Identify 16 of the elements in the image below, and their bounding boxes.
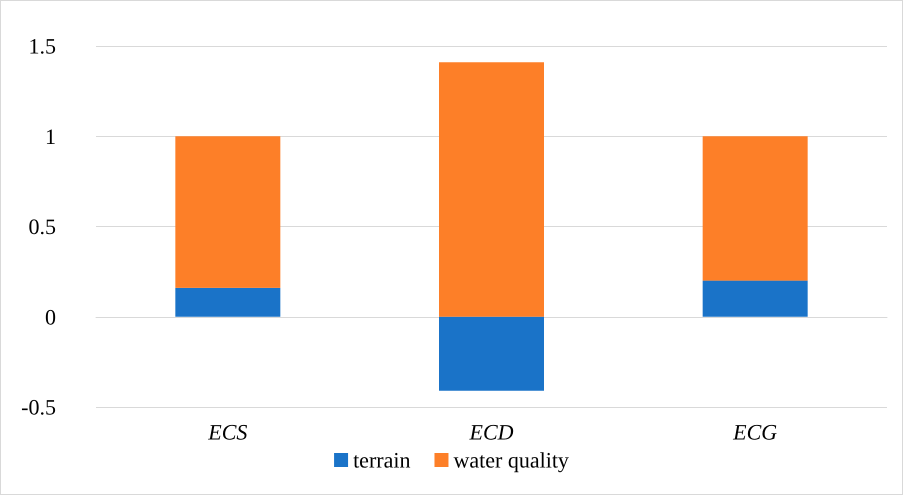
legend-label: terrain [353,448,410,472]
x-tick-label: ECD [468,420,514,444]
y-tick-label: 1.5 [28,34,56,58]
y-tick-label: 1 [45,124,56,149]
x-tick-label: ECG [732,420,778,444]
y-tick-label: 0 [45,304,56,330]
y-tick-label: 0.5 [28,214,56,239]
y-tick-label: -0.5 [21,394,56,420]
bar [702,280,808,317]
bar [702,136,808,281]
bar [439,62,544,317]
bar [175,288,280,317]
legend-label: water quality [453,448,569,472]
x-tick-label: ECS [207,420,248,444]
bar [175,136,280,288]
bar [439,316,544,391]
